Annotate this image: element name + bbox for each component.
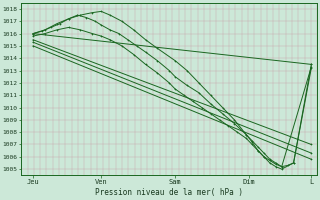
X-axis label: Pression niveau de la mer( hPa ): Pression niveau de la mer( hPa ): [95, 188, 243, 197]
